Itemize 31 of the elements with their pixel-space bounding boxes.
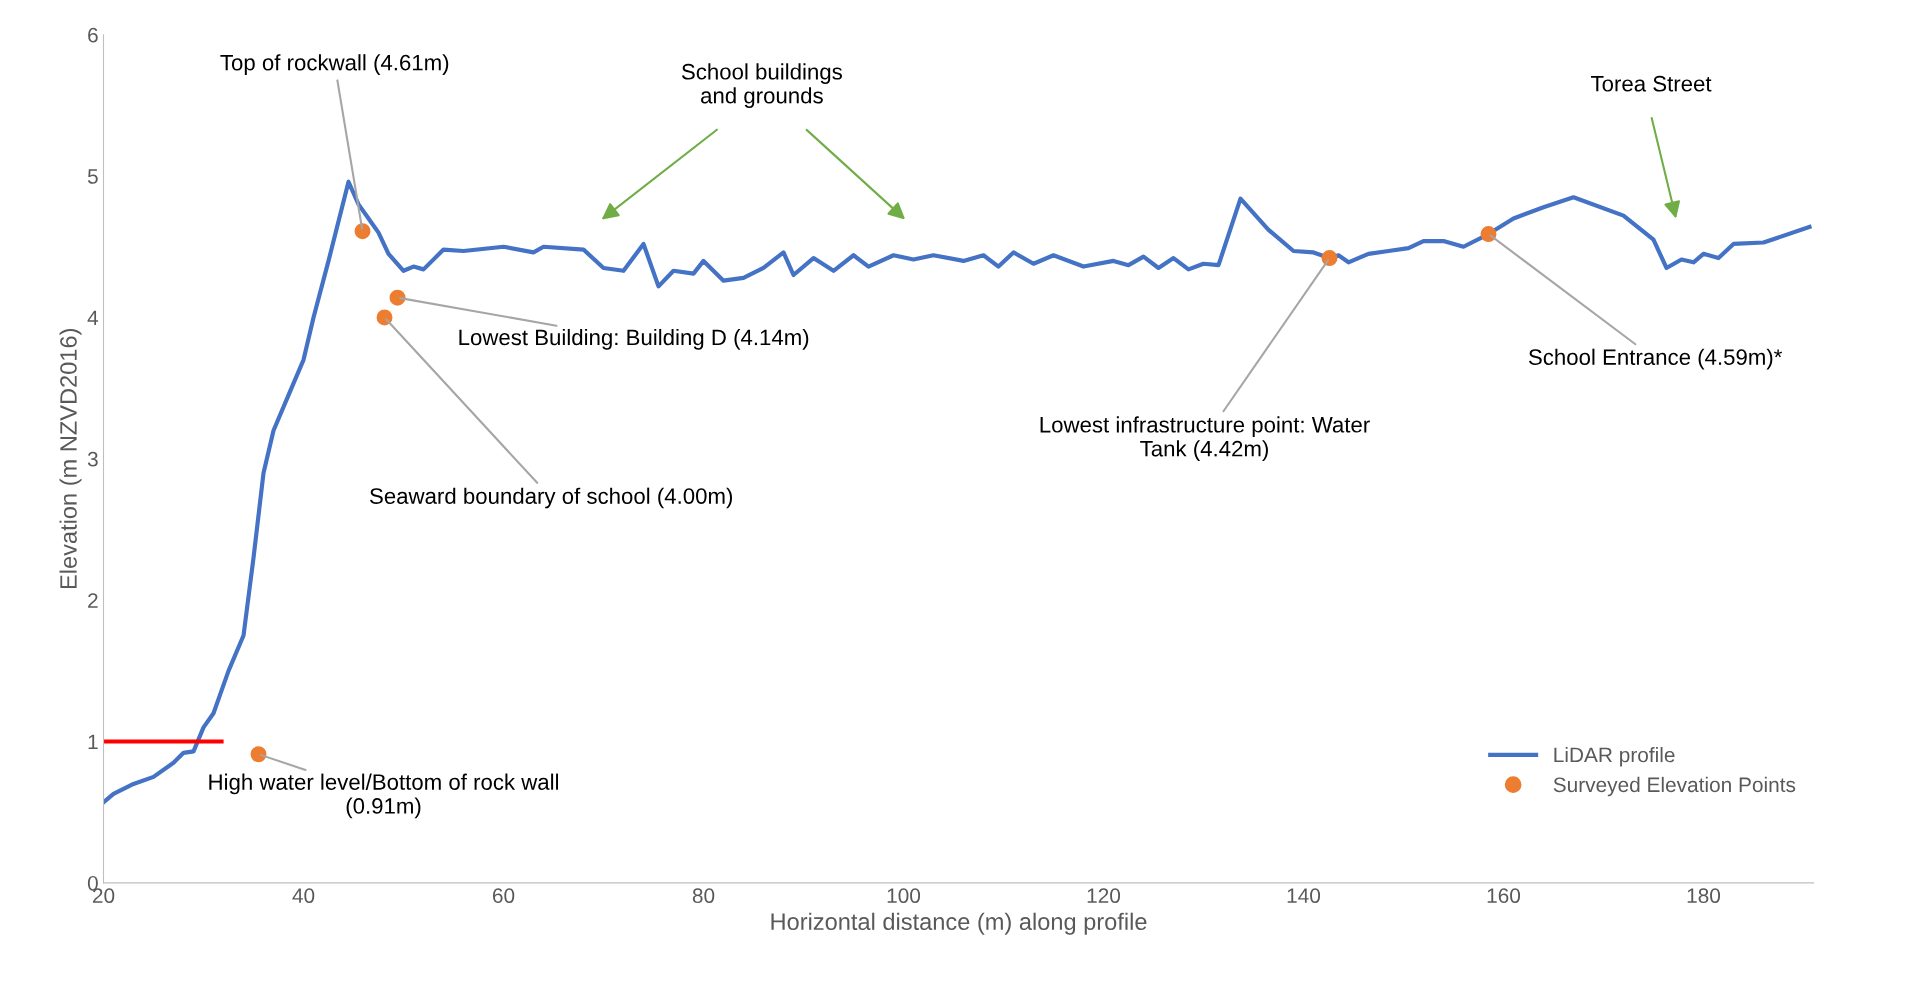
annotation: Torea Street — [1591, 75, 1712, 92]
annotation: Lowest infrastructure point: Water Tank (4.42m) — [1040, 416, 1370, 461]
x-tick-label: 140 — [1287, 888, 1321, 904]
y-tick-label: 2 — [88, 593, 98, 608]
point — [1321, 250, 1338, 267]
annotation: School Entrance (4.59m)* — [1528, 348, 1783, 370]
point — [354, 223, 371, 240]
x-tick-label: 60 — [492, 888, 515, 904]
y-tick-label: 4 — [87, 310, 99, 325]
annotation: High water level/Bottom of rock wall (0.91m) — [209, 773, 559, 819]
legend-label: Surveyed Elevation Points — [1553, 776, 1796, 797]
y-axis-title: Elevation (m NZVD2016) — [59, 329, 82, 589]
y-tick-label: 1 — [88, 734, 98, 750]
legend-label: LiDAR profile — [1554, 747, 1675, 767]
y-tick-label: 3 — [87, 451, 98, 467]
x-tick-label: 120 — [1087, 888, 1121, 904]
point — [250, 746, 267, 763]
point — [1480, 226, 1497, 243]
point — [376, 309, 393, 326]
x-tick-label: 80 — [692, 888, 715, 904]
x-tick-label: 180 — [1687, 888, 1721, 904]
annotation: Seaward boundary of school (4.00m) — [370, 487, 733, 509]
y-tick-label: 6 — [88, 27, 98, 43]
x-tick-label: 160 — [1487, 888, 1521, 904]
x-tick-label: 100 — [887, 888, 921, 904]
annotation: School buildings and grounds — [681, 63, 842, 108]
annotation: Top of rockwall (4.61m) — [220, 54, 449, 75]
y-tick-label: 5 — [87, 169, 98, 184]
x-tick-label: 40 — [292, 888, 315, 904]
x-axis-title: Horizontal distance (m) along profile — [771, 912, 1147, 935]
annotation: Lowest Building: Building D (4.14m) — [459, 328, 809, 350]
